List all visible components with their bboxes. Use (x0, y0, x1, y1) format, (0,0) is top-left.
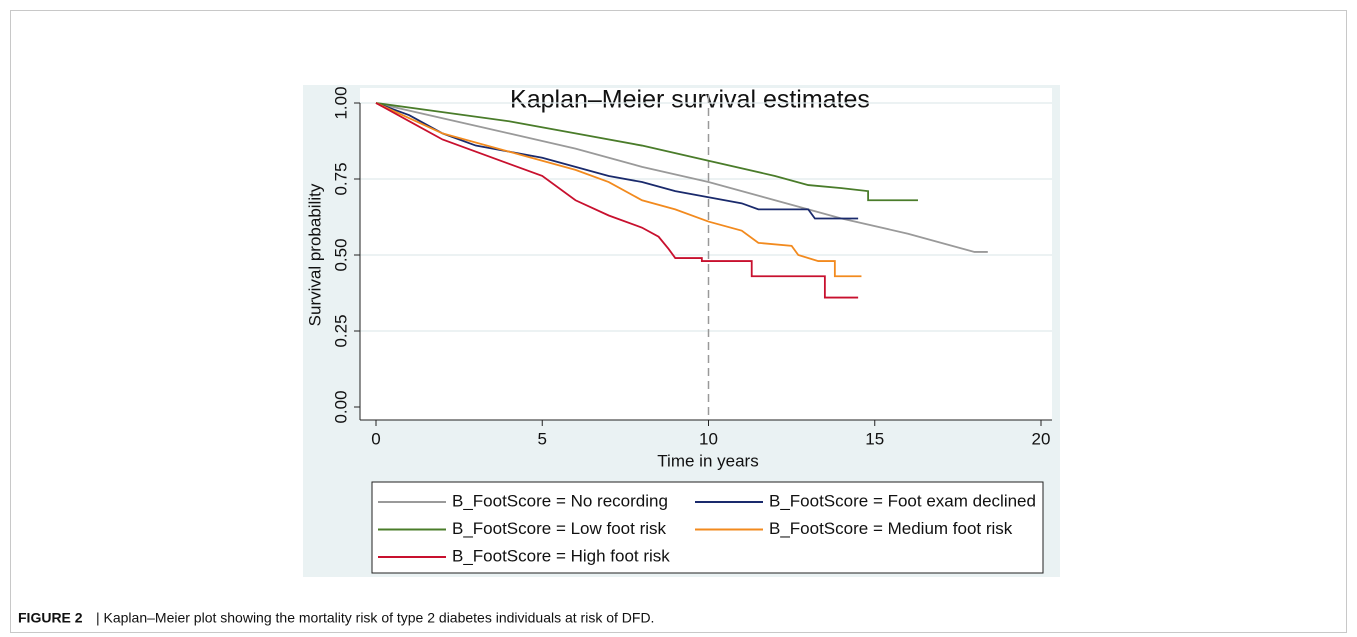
x-tick-label: 20 (1032, 429, 1051, 448)
y-tick-label: 0.25 (331, 314, 350, 347)
caption-text: | Kaplan–Meier plot showing the mortalit… (96, 610, 654, 626)
y-tick-label: 0.50 (331, 238, 350, 271)
chart-title: Kaplan–Meier survival estimates (510, 86, 870, 114)
y-tick-label: 1.00 (331, 86, 350, 119)
survival-curve (375, 102, 859, 220)
legend-box (371, 481, 1044, 574)
legend-label: B_FootScore = High foot risk (452, 546, 670, 565)
x-tick-label: 5 (538, 429, 547, 448)
x-axis-label: Time in years (657, 451, 758, 470)
y-tick-label: 0.00 (331, 390, 350, 423)
caption-label: FIGURE 2 (18, 610, 83, 626)
survival-curve (375, 102, 918, 202)
survival-curve (375, 102, 859, 299)
survival-curve (375, 102, 988, 253)
y-tick-label: 0.75 (331, 162, 350, 195)
legend-label: B_FootScore = Medium foot risk (769, 519, 1013, 538)
plot-region (360, 88, 1052, 420)
y-axis-label: Survival probability (305, 183, 324, 326)
x-tick-label: 10 (699, 429, 718, 448)
legend-label: B_FootScore = Low foot risk (452, 519, 667, 538)
x-tick-label: 0 (371, 429, 380, 448)
survival-curve (375, 102, 862, 278)
legend-label: B_FootScore = Foot exam declined (769, 491, 1036, 510)
legend-label: B_FootScore = No recording (452, 491, 668, 510)
x-tick-label: 15 (865, 429, 884, 448)
